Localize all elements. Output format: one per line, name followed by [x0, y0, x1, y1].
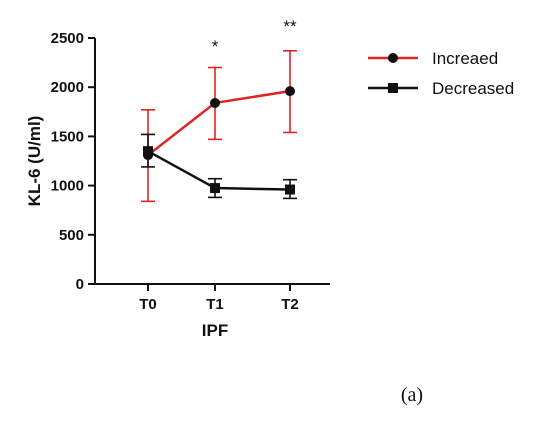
legend-label: Decreased [432, 79, 514, 98]
panel-label: (a) [401, 384, 423, 406]
x-tick-label: T2 [281, 296, 299, 313]
y-tick-label: 2500 [51, 30, 84, 47]
y-tick-label: 0 [76, 276, 84, 293]
data-point [285, 86, 295, 97]
legend-marker [388, 83, 398, 93]
y-tick-label: 1000 [51, 178, 84, 195]
data-point [143, 146, 153, 157]
y-tick-label: 1500 [51, 128, 84, 145]
data-point [210, 183, 220, 194]
legend-label: Increaed [432, 49, 498, 68]
y-tick-label: 500 [59, 227, 84, 244]
significance-label: * [212, 37, 219, 56]
x-tick-label: T0 [139, 296, 157, 313]
legend-marker [388, 53, 398, 63]
data-point [285, 184, 295, 195]
data-point [210, 97, 220, 108]
significance-label: ** [283, 17, 297, 36]
y-tick-label: 2000 [51, 79, 84, 96]
x-axis-title: IPF [202, 321, 228, 340]
y-axis-title: KL-6 (U/ml) [25, 116, 44, 207]
x-tick-label: T1 [206, 296, 224, 313]
